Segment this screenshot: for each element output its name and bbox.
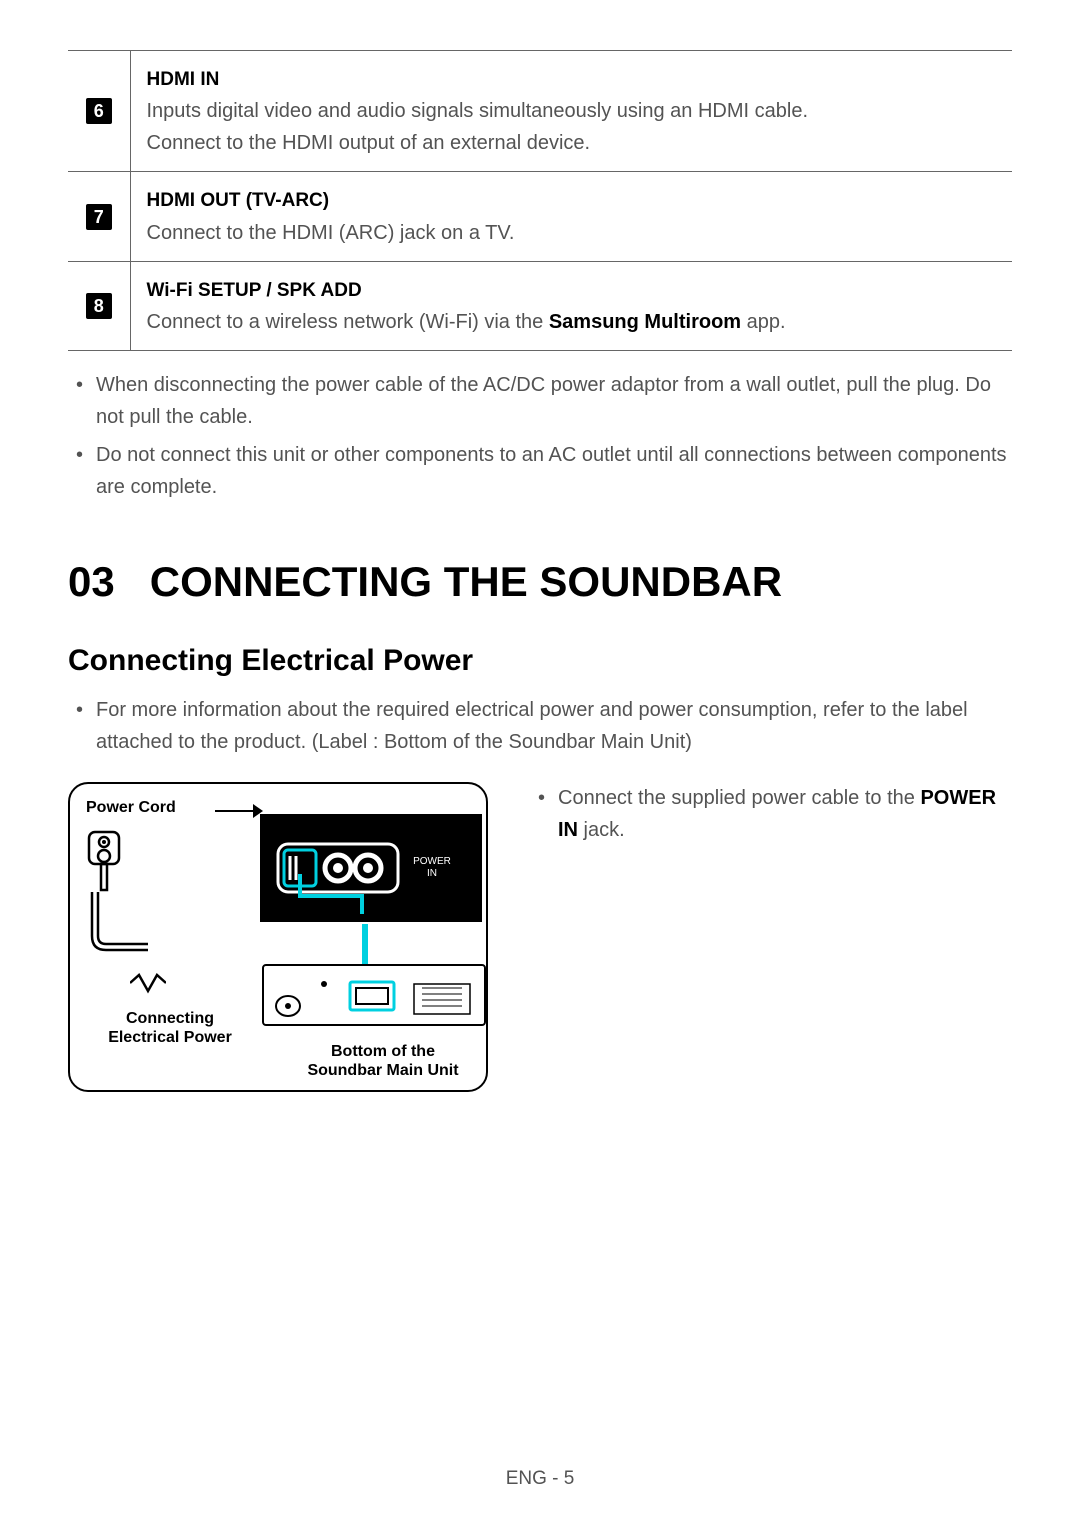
note-item: Do not connect this unit or other compon… xyxy=(68,439,1012,503)
row-body: Inputs digital video and audio signals s… xyxy=(147,100,809,154)
zigzag-icon xyxy=(130,972,166,1000)
svg-text:IN: IN xyxy=(427,868,437,879)
number-badge: 6 xyxy=(86,98,112,124)
row-body: Connect to the HDMI (ARC) jack on a TV. xyxy=(147,222,515,244)
svg-text:POWER: POWER xyxy=(413,856,451,867)
section-number: 03 xyxy=(68,558,115,605)
table-row: 6 HDMI IN Inputs digital video and audio… xyxy=(68,51,1012,172)
right-pre: Connect the supplied power cable to the xyxy=(558,787,920,809)
page-footer: ENG - 5 xyxy=(0,1468,1080,1490)
connecting-label: Connecting Electrical Power xyxy=(100,1009,240,1047)
row-title: Wi-Fi SETUP / SPK ADD xyxy=(147,280,362,301)
row-number-cell: 7 xyxy=(68,172,130,261)
row-title: HDMI IN xyxy=(147,69,220,90)
power-diagram: Power Cord xyxy=(68,782,488,1092)
row-description: HDMI IN Inputs digital video and audio s… xyxy=(130,51,1012,172)
subsection-heading: Connecting Electrical Power xyxy=(68,644,1012,678)
row-title: HDMI OUT (TV-ARC) xyxy=(147,190,330,211)
note-item: When disconnecting the power cable of th… xyxy=(68,369,1012,433)
two-column-layout: Power Cord xyxy=(68,782,1012,1092)
plug-icon xyxy=(86,830,126,897)
row-description: HDMI OUT (TV-ARC) Connect to the HDMI (A… xyxy=(130,172,1012,261)
row-body-pre: Connect to a wireless network (Wi-Fi) vi… xyxy=(147,311,549,333)
number-badge: 7 xyxy=(86,204,112,230)
row-number-cell: 8 xyxy=(68,261,130,350)
section-title-text: CONNECTING THE SOUNDBAR xyxy=(150,558,782,605)
right-column: Connect the supplied power cable to the … xyxy=(534,782,1012,846)
subsection-note: For more information about the required … xyxy=(68,694,1012,758)
table-row: 7 HDMI OUT (TV-ARC) Connect to the HDMI … xyxy=(68,172,1012,261)
row-body-post: app. xyxy=(741,311,785,333)
right-note: Connect the supplied power cable to the … xyxy=(534,782,1012,846)
subsection-notes: For more information about the required … xyxy=(68,694,1012,758)
row-number-cell: 6 xyxy=(68,51,130,172)
power-cord-label: Power Cord xyxy=(86,798,176,817)
bottom-label: Bottom of the Soundbar Main Unit xyxy=(278,1042,488,1080)
row-description: Wi-Fi SETUP / SPK ADD Connect to a wirel… xyxy=(130,261,1012,350)
soundbar-illustration xyxy=(262,964,486,1026)
right-post: jack. xyxy=(578,819,625,841)
table-row: 8 Wi-Fi SETUP / SPK ADD Connect to a wir… xyxy=(68,261,1012,350)
power-panel-illustration: POWER IN xyxy=(260,814,482,922)
general-notes: When disconnecting the power cable of th… xyxy=(68,369,1012,503)
ports-table: 6 HDMI IN Inputs digital video and audio… xyxy=(68,50,1012,351)
row-body-bold: Samsung Multiroom xyxy=(549,311,741,333)
arrow-icon xyxy=(215,801,263,821)
number-badge: 8 xyxy=(86,293,112,319)
section-heading: 03 CONNECTING THE SOUNDBAR xyxy=(68,558,1012,606)
